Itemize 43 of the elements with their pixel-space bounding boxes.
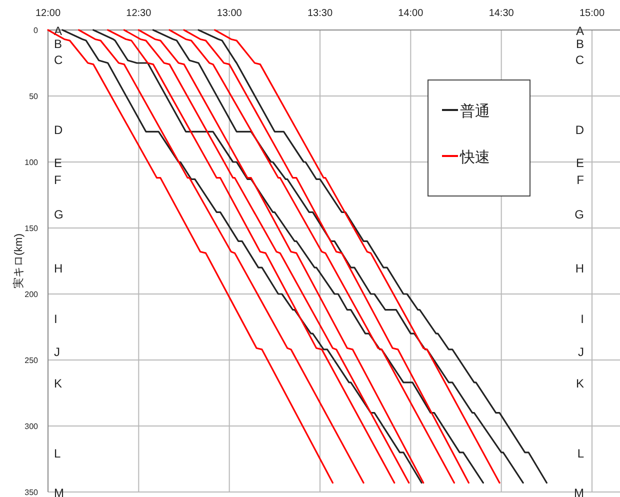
y-tick-label: 350 xyxy=(24,488,39,497)
annotation: D xyxy=(575,123,584,138)
annotation: I xyxy=(54,312,58,326)
legend-label: 快速 xyxy=(459,149,490,166)
annotation: B xyxy=(576,37,584,52)
annotation: G xyxy=(54,207,64,222)
annotation: L xyxy=(577,446,584,460)
annotation: M xyxy=(54,486,64,497)
x-tick-label: 13:00 xyxy=(216,8,242,19)
annotation: E xyxy=(54,156,62,170)
annotation: H xyxy=(575,262,584,276)
annotation: K xyxy=(54,376,62,390)
annotation: A xyxy=(576,24,584,38)
annotation: F xyxy=(54,173,62,188)
y-tick-label: 150 xyxy=(24,224,39,233)
annotation: K xyxy=(576,376,584,390)
legend-label: 普通 xyxy=(460,103,490,120)
y-tick-label: 200 xyxy=(24,290,39,299)
annotation: J xyxy=(54,344,60,359)
y-axis-title: 実キロ(km) xyxy=(12,234,25,288)
annotation: I xyxy=(580,312,584,326)
annotation: L xyxy=(54,446,61,460)
x-tick-label: 15:00 xyxy=(579,8,605,19)
x-tick-label: 13:30 xyxy=(307,8,333,19)
y-tick-label: 0 xyxy=(34,26,39,35)
y-tick-label: 250 xyxy=(24,356,39,365)
x-tick-label: 14:00 xyxy=(398,8,424,19)
x-tick-label: 14:30 xyxy=(488,8,514,19)
annotation: J xyxy=(578,344,584,359)
y-tick-label: 50 xyxy=(29,92,39,101)
annotation: C xyxy=(54,53,63,68)
annotation: F xyxy=(576,173,584,188)
y-tick-label: 100 xyxy=(24,158,39,167)
y-tick-label: 300 xyxy=(24,422,39,431)
annotation: H xyxy=(54,262,63,276)
annotation: C xyxy=(575,53,584,68)
annotation: D xyxy=(54,123,63,138)
annotation: E xyxy=(576,156,584,170)
x-tick-label: 12:30 xyxy=(126,8,152,19)
annotation: B xyxy=(54,37,62,52)
annotation: M xyxy=(574,486,584,497)
annotation: G xyxy=(574,207,584,222)
x-tick-label: 12:00 xyxy=(35,8,61,19)
